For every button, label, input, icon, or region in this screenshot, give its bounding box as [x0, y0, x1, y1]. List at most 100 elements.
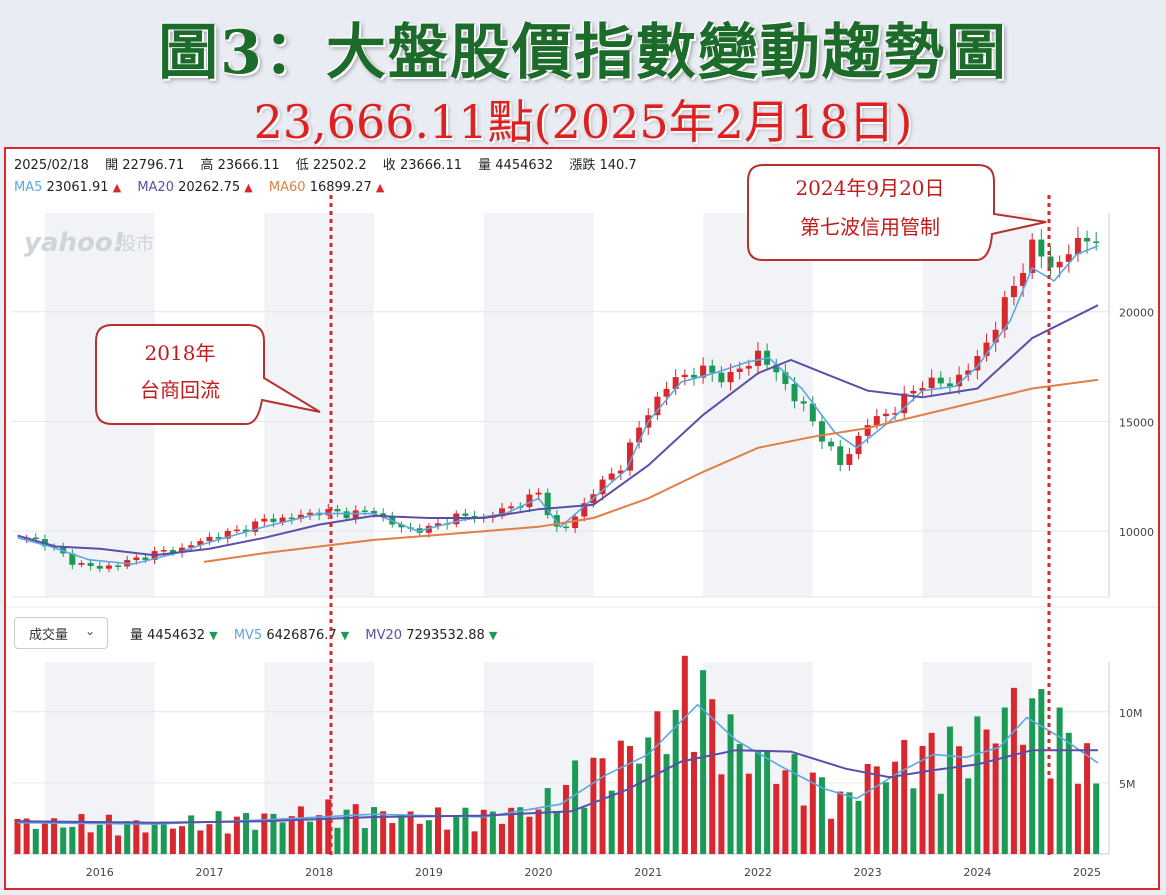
price-tick-label: 10000: [1119, 526, 1154, 539]
volume-bar-up: [288, 816, 295, 854]
candle-up: [636, 427, 643, 443]
volume-bar-up: [197, 830, 204, 854]
chart-frame: 2025/02/18 開 22796.71 高 23666.11 低 22502…: [4, 147, 1160, 890]
candle-up: [224, 530, 231, 539]
candle-up: [188, 545, 195, 548]
candle-up: [901, 393, 908, 414]
ma5-label: MA5: [14, 180, 43, 195]
candle-up: [1074, 237, 1081, 255]
candle-down: [562, 526, 569, 529]
volume-bar-down: [453, 815, 460, 854]
ma20-label: MA20: [137, 180, 174, 195]
candle-down: [828, 441, 835, 447]
volume-bar-up: [599, 758, 606, 854]
volume-bar-down: [361, 828, 368, 854]
mv5-label: MV5: [233, 628, 263, 643]
candle-up: [498, 508, 505, 517]
volume-bar-down: [462, 807, 469, 854]
x-tick-label: 2023: [854, 866, 882, 879]
volume-bar-up: [105, 814, 112, 854]
x-tick-label: 2025: [1073, 866, 1101, 879]
candle-up: [572, 516, 579, 529]
ohlc-open: 開 22796.71: [105, 158, 184, 173]
mv20-label: MV20: [365, 628, 403, 643]
vol-value: 4454632: [495, 158, 554, 173]
mv5-value: 6426876.7: [266, 628, 337, 643]
volume-bar-up: [809, 772, 816, 854]
volume-bar-down: [855, 800, 862, 854]
candle-up: [599, 479, 606, 495]
candle-up: [681, 374, 688, 378]
volume-bar-up: [535, 809, 542, 854]
close-value: 23666.11: [399, 158, 462, 173]
series-ma5: [17, 245, 1099, 565]
volume-bar-up: [901, 740, 908, 854]
candle-up: [1065, 254, 1072, 262]
candle-up: [910, 390, 917, 394]
volume-bar-down: [151, 823, 158, 854]
candle-down: [690, 374, 697, 378]
candle-up: [864, 425, 871, 436]
volume-bar-up: [1074, 783, 1081, 854]
candle-up: [727, 371, 734, 383]
volume-bar-down: [425, 820, 432, 854]
candle-up: [617, 470, 624, 474]
year-band: [922, 213, 1033, 597]
volume-select[interactable]: 成交量 ⌄: [14, 617, 108, 649]
ma60-label: MA60: [268, 180, 306, 195]
volume-bar-up: [316, 815, 323, 854]
ohlc-high: 高 23666.11: [200, 158, 279, 173]
candle-down: [380, 513, 387, 517]
candle-up: [873, 416, 880, 426]
candle-up: [846, 454, 853, 465]
candle-down: [142, 557, 149, 560]
candle-down: [32, 537, 39, 540]
volume-bar-up: [508, 807, 515, 854]
volume-bar-down: [754, 751, 761, 854]
volume-bar-down: [270, 813, 277, 854]
low-label: 低: [295, 158, 309, 173]
volume-bar-up: [224, 833, 231, 854]
volume-bar-up: [407, 811, 414, 854]
mv5-down-icon: ▼: [340, 629, 350, 642]
volume-bar-up: [297, 806, 304, 854]
volume-bar-down: [1038, 689, 1045, 854]
volume-bar-down: [791, 754, 798, 854]
mv20-value: 7293532.88: [406, 628, 485, 643]
volume-bar-up: [837, 791, 844, 854]
candle-down: [1084, 237, 1091, 242]
volume-bar-up: [928, 732, 935, 854]
year-band: [44, 213, 155, 597]
candle-up: [233, 529, 240, 532]
volume-bar-down: [700, 670, 707, 854]
high-label: 高: [200, 158, 214, 173]
price-tick-label: 20000: [1119, 307, 1154, 320]
volume-bar-up: [590, 757, 597, 854]
volume-bar-down: [818, 777, 825, 854]
series-mv5: [17, 703, 1099, 825]
mv5-item: MV5 6426876.7 ▼: [234, 628, 349, 643]
candle-up: [535, 492, 542, 495]
volume-bar-up: [78, 814, 85, 854]
yahoo-watermark: yahoo!: [24, 228, 125, 258]
series-ma60: [203, 378, 1099, 563]
volume-bar-up: [1010, 687, 1017, 854]
volume-bar-down: [882, 782, 889, 854]
x-tick-label: 2018: [305, 866, 333, 879]
candle-up: [133, 557, 140, 561]
volume-bar-down: [663, 754, 670, 854]
candle-up: [626, 442, 633, 471]
volume-bar-down: [736, 743, 743, 854]
volume-bar-down: [60, 827, 67, 854]
candle-down: [169, 550, 176, 553]
x-tick-label: 2020: [525, 866, 553, 879]
candle-up: [745, 365, 752, 369]
candle-down: [334, 509, 341, 512]
candle-down: [709, 365, 716, 373]
candle-up: [1056, 261, 1063, 268]
candle-up: [892, 413, 899, 415]
candle-down: [243, 529, 250, 532]
volume-bar-up: [51, 818, 58, 854]
volume-bar-up: [690, 751, 697, 854]
volume-bar-down: [160, 821, 167, 854]
